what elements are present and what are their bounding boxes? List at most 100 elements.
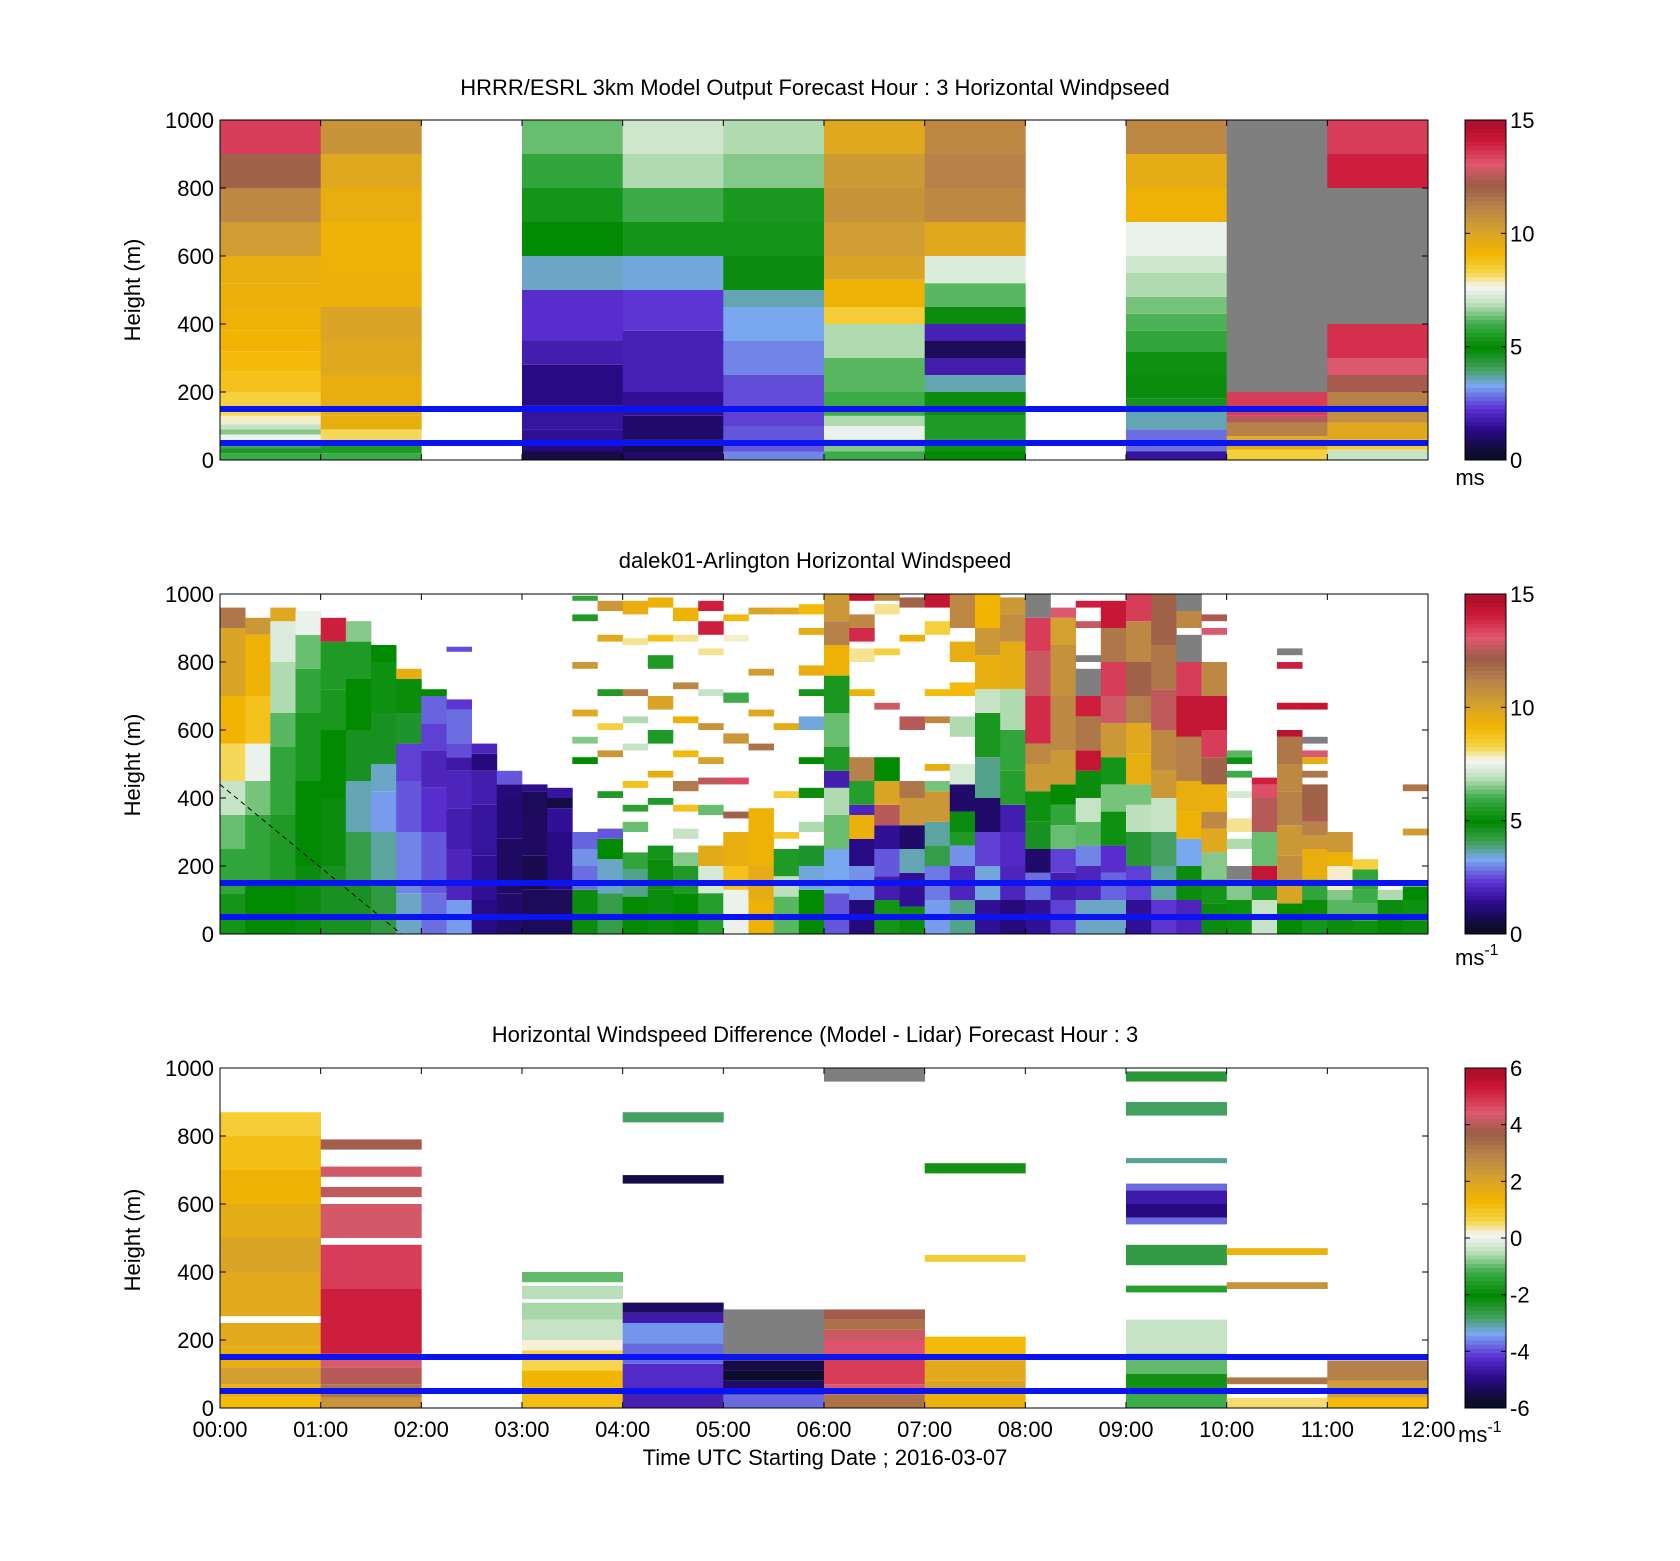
heatmap-cell <box>924 621 951 635</box>
colorbar-tick-label: 0 <box>1510 448 1522 473</box>
heatmap-cell <box>220 188 321 222</box>
y-tick-label: 600 <box>177 718 214 743</box>
heatmap-cell <box>1201 852 1227 880</box>
colorbar-tick-label: -6 <box>1510 1396 1530 1421</box>
heatmap-cell <box>1377 889 1404 900</box>
y-axis-ticks: 0 200 400 600 800 1000 <box>165 1056 1429 1421</box>
heatmap-cell <box>723 733 749 744</box>
heatmap-cell <box>824 787 850 815</box>
heatmap-cell <box>899 872 925 907</box>
heatmap-cell <box>773 791 800 798</box>
heatmap-cell <box>924 188 1026 222</box>
colorbar-tick-label: 5 <box>1510 809 1522 834</box>
heatmap-cell <box>824 747 850 771</box>
heatmap-cell <box>924 154 1026 188</box>
heatmap-cell <box>723 811 749 819</box>
heatmap-cell <box>1126 723 1152 754</box>
heatmap-cell <box>874 604 900 615</box>
heatmap-cell <box>924 594 951 608</box>
x-tick-label: 03:00 <box>494 1417 549 1442</box>
heatmap-cell <box>899 849 925 873</box>
heatmap-cell <box>874 702 900 710</box>
heatmap-cell <box>1126 1394 1227 1408</box>
heatmap-cell <box>270 815 296 883</box>
heatmap-cell <box>1277 702 1303 710</box>
heatmap-cell <box>723 188 825 222</box>
heatmap-cell <box>949 764 976 785</box>
heatmap-cell <box>924 845 951 866</box>
heatmap-cell <box>798 889 825 934</box>
heatmap-cell <box>949 716 976 737</box>
colorbar-tick-label: 10 <box>1510 221 1534 246</box>
heatmap-cell <box>320 1187 422 1198</box>
heatmap-cell <box>1126 273 1227 297</box>
dashed-line <box>220 784 402 934</box>
heatmap-cell <box>421 750 447 788</box>
heatmap-cell <box>622 743 649 751</box>
colorbar-tick-label: 6 <box>1510 1056 1522 1081</box>
heatmap-cell <box>446 849 472 900</box>
y-tick-label: 0 <box>202 1396 214 1421</box>
heatmap-cell <box>698 648 724 656</box>
heatmap-cell <box>1126 120 1227 154</box>
heatmap-cell <box>748 743 774 751</box>
x-axis-ticks: 00:00 01:00 02:00 03:00 04:00 05:00 06:00 07:00… <box>192 1417 1455 1442</box>
heatmap-cell <box>421 893 447 934</box>
heatmap-cell <box>1402 886 1428 900</box>
heatmap-cell <box>1251 777 1278 785</box>
y-tick-label: 400 <box>177 312 214 337</box>
heatmap-cell <box>1151 832 1177 866</box>
heatmap-cell <box>723 256 825 290</box>
heatmap-cell <box>220 1397 321 1408</box>
heatmap-cell <box>924 120 1026 154</box>
heatmap-cell <box>622 1175 724 1184</box>
heatmap-cell <box>1126 804 1152 832</box>
heatmap-cell <box>1327 409 1428 423</box>
heatmap-cell <box>421 723 447 751</box>
heatmap-cell <box>1302 815 1328 822</box>
y-tick-label: 200 <box>177 1328 214 1353</box>
heatmap-cell <box>622 290 724 331</box>
heatmap-cell <box>345 621 372 642</box>
panel-title: HRRR/ESRL 3km Model Output Forecast Hour… <box>460 75 1170 100</box>
heatmap-cell <box>1201 628 1227 635</box>
heatmap-cell <box>597 689 623 696</box>
heatmap-cell <box>924 716 951 724</box>
heatmap-cell <box>1126 1204 1227 1218</box>
heatmap-cell <box>622 804 649 812</box>
heatmap-cell <box>220 424 321 430</box>
heatmap-cell <box>673 716 699 724</box>
heatmap-cell <box>1075 696 1102 717</box>
heatmap-cell <box>371 662 397 713</box>
heatmap-cell <box>798 689 825 696</box>
heatmap-cell <box>1126 1319 1227 1354</box>
heatmap-cell <box>673 607 699 622</box>
heatmap-cell <box>522 154 623 188</box>
heatmap-cell <box>824 279 925 307</box>
heatmap-cell <box>798 821 825 832</box>
heatmap-cell <box>1000 597 1026 615</box>
heatmap-cell <box>899 716 925 730</box>
heatmap-cell <box>1201 811 1227 829</box>
heatmap-cell <box>924 451 1026 460</box>
heatmap-cell <box>220 448 321 454</box>
heatmap-cell <box>899 781 925 798</box>
heatmap-cell <box>320 273 422 307</box>
heatmap-cell <box>597 750 623 758</box>
heatmap-cell <box>220 1112 321 1136</box>
y-tick-label: 1000 <box>165 1056 214 1081</box>
heatmap-cell <box>1050 607 1076 618</box>
heatmap-cell <box>1226 449 1328 460</box>
heatmap-cell <box>572 849 598 866</box>
heatmap-cell <box>748 709 774 717</box>
heatmap-cell <box>798 716 825 730</box>
heatmap-cell <box>1126 1183 1227 1191</box>
heatmap-cell <box>773 607 800 615</box>
heatmap-cell <box>245 815 271 883</box>
heatmap-cell <box>1226 770 1253 778</box>
heatmap-cell <box>1075 621 1102 628</box>
heatmap-cell <box>471 770 498 805</box>
panel-model-windspeed: HRRR/ESRL 3km Model Output Forecast Hour… <box>120 75 1534 490</box>
colorbar-tick-label: -4 <box>1510 1339 1530 1364</box>
heatmap-cell <box>1176 611 1202 628</box>
